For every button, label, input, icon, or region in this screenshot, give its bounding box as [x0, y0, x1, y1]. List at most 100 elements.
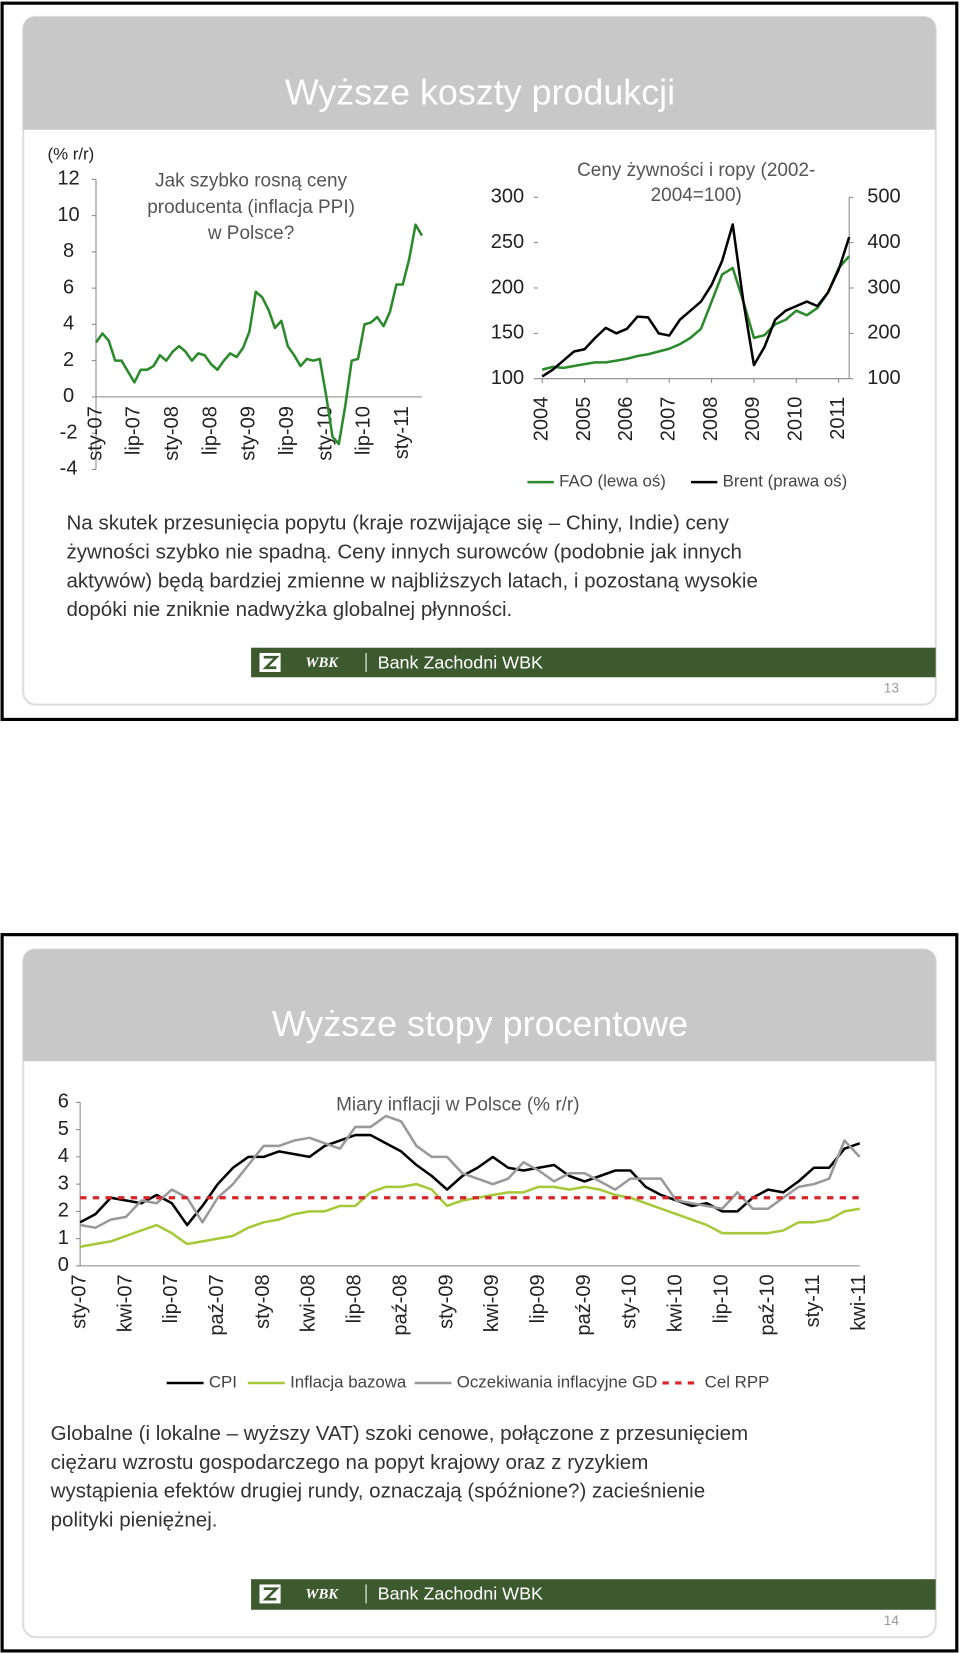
- chart-title: Miary inflacji w Polsce (% r/r): [336, 1095, 579, 1116]
- paragraph-line: ciężaru wzrostu gospodarczego na popyt k…: [51, 1451, 649, 1474]
- series-line: [94, 223, 424, 446]
- x-tick-label: lip-10: [710, 1274, 732, 1323]
- x-tick-label: 2009: [742, 397, 764, 442]
- chart-title: 2004=100): [651, 185, 742, 206]
- slide-frame: [0, 933, 959, 1653]
- x-tick-label: lip-10: [353, 406, 375, 455]
- paragraph-line: dopóki nie zniknie nadwyżka globalnej pł…: [66, 598, 512, 621]
- y-tick-label: 0: [58, 1254, 69, 1276]
- paragraph-line: żywności szybko nie spadną. Ceny innych …: [66, 541, 742, 564]
- logo-text: WBK: [305, 1586, 339, 1602]
- y-tick-label: 150: [491, 322, 524, 344]
- x-tick-label: sty-07: [84, 406, 106, 461]
- x-tick-label: sty-09: [435, 1274, 457, 1329]
- x-tick-label: kwi-08: [298, 1274, 320, 1332]
- slide-header: [23, 949, 936, 1062]
- paragraph-line: wystąpienia efektów drugiej rundy, oznac…: [50, 1480, 706, 1503]
- y2-tick-label: 500: [867, 186, 900, 208]
- paragraph-line: polityki pieniężnej.: [51, 1508, 218, 1531]
- x-tick-label: lip-08: [199, 406, 221, 455]
- x-tick-label: 2007: [658, 397, 680, 442]
- y-tick-label: 2: [63, 349, 74, 371]
- x-tick-label: sty-08: [161, 406, 183, 461]
- chart-title: w Polsce?: [207, 223, 294, 244]
- x-tick-label: 2006: [615, 397, 637, 442]
- x-tick-label: lip-07: [160, 1274, 182, 1323]
- x-tick-label: 2005: [573, 397, 595, 442]
- y2-tick-label: 300: [867, 276, 900, 298]
- y-tick-label: 10: [57, 204, 79, 226]
- slide-frame: [0, 1, 959, 722]
- y-tick-label: 1: [58, 1227, 69, 1249]
- x-tick-label: sty-11: [391, 406, 413, 459]
- y-tick-label: 2: [58, 1200, 69, 1222]
- y-tick-label: 6: [58, 1091, 69, 1113]
- logo-mark: [262, 655, 280, 670]
- y-tick-label: -4: [60, 458, 78, 480]
- series-line: [79, 1114, 861, 1229]
- footer-bar: [251, 1579, 936, 1610]
- x-tick-label: lip-08: [344, 1274, 366, 1323]
- y-tick-label: 5: [58, 1118, 69, 1140]
- slide-title: Wyższe koszty produkcji: [285, 72, 675, 112]
- series-line: [541, 255, 851, 371]
- y-tick-label: 0: [63, 385, 74, 407]
- y-tick-label: 6: [63, 276, 74, 298]
- x-tick-label: paź-07: [206, 1274, 228, 1335]
- y-tick-label: 250: [491, 231, 524, 253]
- chart-title: Jak szybko rosną ceny: [155, 170, 347, 191]
- legend-label: CPI: [209, 1372, 237, 1391]
- x-tick-label: kwi-10: [665, 1274, 687, 1332]
- legend-label: Oczekiwania inflacyjne GD: [457, 1372, 658, 1391]
- y-tick-label: 300: [491, 186, 524, 208]
- y-tick-label: 4: [63, 313, 74, 335]
- series-line: [79, 1182, 860, 1249]
- logo-text: WBK: [305, 655, 339, 671]
- page-number: 13: [884, 680, 900, 695]
- y-tick-label: 200: [491, 276, 524, 298]
- x-tick-label: sty-07: [68, 1274, 90, 1329]
- y-tick-label: -2: [60, 421, 78, 443]
- legend-label: Cel RPP: [705, 1372, 770, 1391]
- y-tick-label: 8: [63, 240, 74, 262]
- y-tick-label: 3: [58, 1172, 69, 1194]
- series-line: [541, 223, 851, 378]
- x-tick-label: lip-09: [527, 1274, 549, 1323]
- legend-label: Brent (prawa oś): [723, 472, 848, 491]
- y-tick-label: 4: [58, 1145, 69, 1167]
- footer-text: Bank Zachodni WBK: [378, 1584, 543, 1604]
- paragraph-line: aktywów) będą bardziej zmienne w najbliż…: [66, 569, 757, 592]
- footer-bar: [251, 647, 936, 678]
- x-tick-label: 2011: [827, 397, 849, 440]
- y2-tick-label: 400: [867, 231, 900, 253]
- y2-tick-label: 100: [867, 367, 900, 389]
- y2-tick-label: 200: [867, 322, 900, 344]
- x-tick-label: paź-08: [389, 1274, 411, 1335]
- x-tick-label: paź-09: [573, 1274, 595, 1335]
- x-tick-label: lip-09: [276, 406, 298, 455]
- legend-label: Inflacja bazowa: [290, 1372, 407, 1391]
- paragraph-line: Na skutek przesunięcia popytu (kraje roz…: [66, 512, 729, 535]
- paragraph-line: Globalne (i lokalne – wyższy VAT) szoki …: [51, 1422, 749, 1445]
- y-tick-label: 100: [491, 367, 524, 389]
- x-tick-label: 2008: [700, 397, 722, 442]
- x-tick-label: lip-07: [123, 406, 145, 455]
- x-tick-label: kwi-11: [848, 1274, 870, 1330]
- x-tick-label: kwi-09: [481, 1274, 503, 1332]
- x-tick-label: 2010: [785, 397, 807, 442]
- chart-title: Ceny żywności i ropy (2002-: [577, 160, 815, 181]
- legend-label: FAO (lewa oś): [559, 472, 666, 491]
- x-tick-label: sty-09: [238, 406, 260, 461]
- x-tick-label: sty-11: [802, 1274, 824, 1327]
- series-line: [79, 1133, 861, 1227]
- slide-header: [23, 16, 936, 130]
- x-tick-label: paź-10: [756, 1274, 778, 1335]
- footer-text: Bank Zachodni WBK: [378, 652, 543, 672]
- slide-title: Wyższe stopy procentowe: [272, 1004, 688, 1044]
- x-tick-label: sty-10: [619, 1274, 641, 1329]
- logo-mark: [262, 1587, 280, 1601]
- y-axis-label: (% r/r): [47, 145, 94, 164]
